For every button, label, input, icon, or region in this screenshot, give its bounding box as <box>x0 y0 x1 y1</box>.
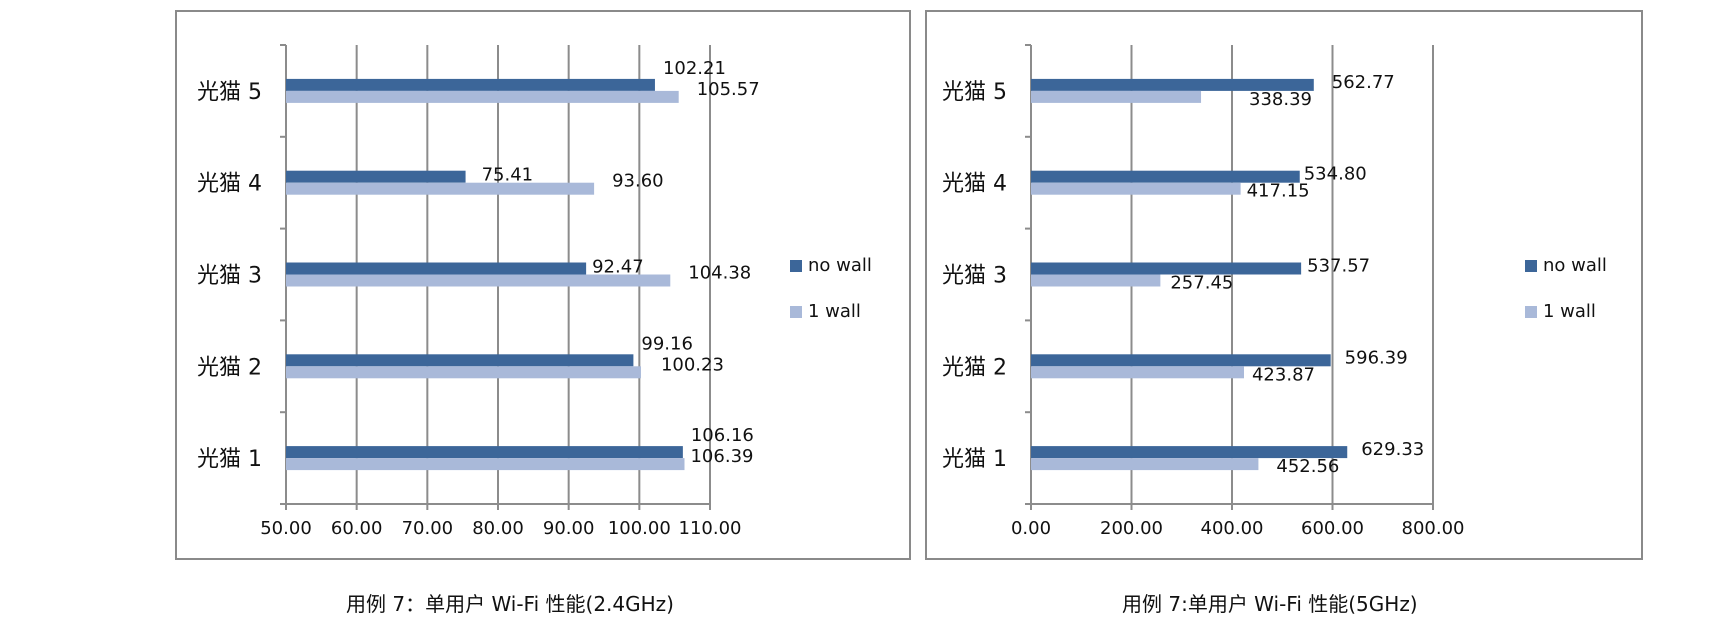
bar <box>1031 182 1241 195</box>
bar <box>1031 262 1302 275</box>
x-tick-label: 70.00 <box>402 518 454 539</box>
caption-5ghz: 用例 7:单用户 Wi-Fi 性能(5GHz) <box>1122 592 1418 616</box>
data-label: 105.57 <box>697 79 760 100</box>
legend-swatch <box>790 306 802 318</box>
bar <box>1031 170 1300 183</box>
category-label: 光猫 4 <box>197 172 262 197</box>
data-label: 452.56 <box>1276 456 1339 477</box>
legend-label: 1 wall <box>1543 301 1596 322</box>
bar <box>1031 78 1314 91</box>
data-label: 99.16 <box>641 333 693 354</box>
data-label: 106.39 <box>690 446 753 467</box>
category-label: 光猫 2 <box>942 355 1007 380</box>
data-label: 338.39 <box>1249 89 1312 110</box>
data-label: 537.57 <box>1307 256 1370 277</box>
category-label: 光猫 1 <box>942 447 1007 472</box>
category-label: 光猫 3 <box>942 264 1007 289</box>
x-tick-label: 100.00 <box>608 518 671 539</box>
bar <box>286 90 679 103</box>
data-label: 596.39 <box>1345 347 1408 368</box>
data-label: 562.77 <box>1332 72 1395 93</box>
data-label: 75.41 <box>482 165 534 186</box>
bar <box>286 262 587 275</box>
bar <box>286 78 655 91</box>
bar <box>286 274 671 287</box>
bar <box>286 182 595 195</box>
x-tick-label: 0.00 <box>1011 518 1051 539</box>
bar <box>1031 366 1244 379</box>
category-label: 光猫 2 <box>197 355 262 380</box>
x-tick-label: 400.00 <box>1201 518 1264 539</box>
bar <box>286 458 685 471</box>
x-tick-label: 800.00 <box>1402 518 1465 539</box>
category-label: 光猫 1 <box>197 447 262 472</box>
bar <box>286 366 641 379</box>
data-label: 104.38 <box>688 263 751 284</box>
legend-swatch <box>1525 306 1537 318</box>
category-label: 光猫 3 <box>197 264 262 289</box>
chart-2-4ghz: 50.00 60.00 70.00 80.00 90.00 100.00 110.00 光猫 … <box>197 44 872 539</box>
data-label: 92.47 <box>592 257 644 278</box>
chart-panel-2-4ghz: 50.00 60.00 70.00 80.00 90.00 100.00 110.00 光猫 … <box>175 10 911 560</box>
category-label: 光猫 5 <box>197 80 262 105</box>
data-label: 102.21 <box>663 58 726 79</box>
legend-label: no wall <box>1543 255 1607 276</box>
legend-label: 1 wall <box>808 301 861 322</box>
x-tick-label: 60.00 <box>331 518 383 539</box>
bar <box>1031 446 1348 459</box>
bar <box>286 446 683 459</box>
bar <box>286 170 466 183</box>
bar <box>286 354 634 367</box>
x-tick-label: 80.00 <box>472 518 524 539</box>
data-label: 106.16 <box>691 425 754 446</box>
x-tick-label: 110.00 <box>679 518 742 539</box>
data-label: 423.87 <box>1252 364 1315 385</box>
data-label: 257.45 <box>1170 273 1233 294</box>
data-label: 100.23 <box>661 354 724 375</box>
category-label: 光猫 4 <box>942 172 1007 197</box>
data-label: 534.80 <box>1304 164 1367 185</box>
bar <box>1031 274 1161 287</box>
bar <box>1031 354 1331 367</box>
legend-swatch <box>790 260 802 272</box>
chart-5ghz: 0.00 200.00 400.00 600.00 800.00 光猫 1 629.33 45… <box>942 44 1607 539</box>
data-label: 93.60 <box>612 171 664 192</box>
x-tick-label: 50.00 <box>260 518 312 539</box>
x-tick-label: 200.00 <box>1100 518 1163 539</box>
legend-swatch <box>1525 260 1537 272</box>
caption-2-4ghz: 用例 7：单用户 Wi-Fi 性能(2.4GHz) <box>346 592 674 616</box>
data-label: 417.15 <box>1247 181 1310 202</box>
category-label: 光猫 5 <box>942 80 1007 105</box>
chart-panel-5ghz: 0.00 200.00 400.00 600.00 800.00 光猫 1 629.33 45… <box>925 10 1643 560</box>
bar <box>1031 458 1259 471</box>
x-tick-label: 600.00 <box>1301 518 1364 539</box>
bar <box>1031 90 1202 103</box>
data-label: 629.33 <box>1361 439 1424 460</box>
legend-label: no wall <box>808 255 872 276</box>
x-tick-label: 90.00 <box>543 518 595 539</box>
